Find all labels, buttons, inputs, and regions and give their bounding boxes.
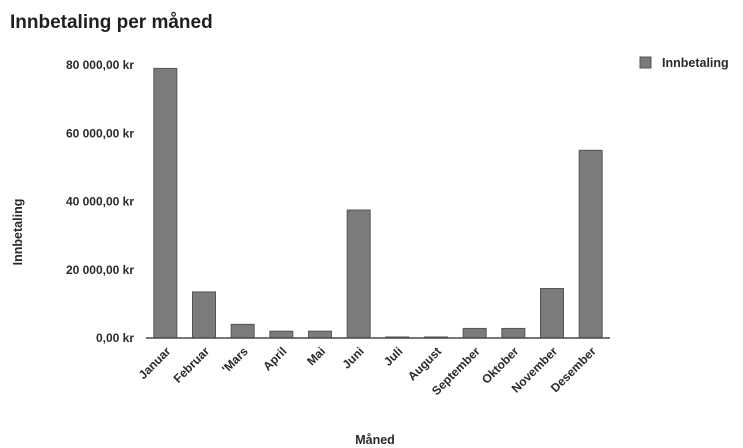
y-axis-label: Innbetaling — [11, 199, 25, 266]
x-tick-label: 'Mars — [219, 344, 251, 376]
x-tick-label: Februar — [171, 344, 213, 386]
bar-desember — [578, 149, 603, 339]
legend: Innbetaling — [639, 56, 729, 70]
y-tick-label: 40 000,00 kr — [66, 195, 134, 209]
bar-oktober — [501, 327, 526, 339]
legend-swatch — [639, 56, 652, 69]
x-tick-label: Januar — [136, 344, 174, 382]
bar-februar — [192, 291, 216, 339]
legend-label: Innbetaling — [662, 56, 729, 70]
bar-januar — [153, 67, 178, 339]
y-tick-label: 20 000,00 kr — [66, 263, 134, 277]
x-axis-label: Måned — [355, 433, 395, 447]
y-axis-ticks: 0,00 kr 20 000,00 kr 40 000,00 kr 60 000,00… — [66, 58, 134, 345]
y-tick-label: 60 000,00 kr — [66, 126, 134, 140]
bar-mars — [230, 323, 255, 339]
x-tick-label: Mai — [304, 344, 328, 368]
x-tick-label: April — [260, 344, 289, 373]
x-tick-label: Juni — [339, 344, 366, 371]
bars — [153, 67, 603, 339]
bar-september — [462, 327, 487, 339]
x-tick-label: Juli — [381, 344, 406, 369]
bar-mai — [308, 330, 332, 339]
bar-november — [540, 288, 564, 339]
y-tick-label: 0,00 kr — [96, 331, 134, 345]
chart-title: Innbetaling per måned — [10, 12, 213, 33]
bar-juni — [346, 209, 371, 339]
y-tick-label: 80 000,00 kr — [66, 58, 134, 72]
bar-april — [269, 330, 294, 339]
